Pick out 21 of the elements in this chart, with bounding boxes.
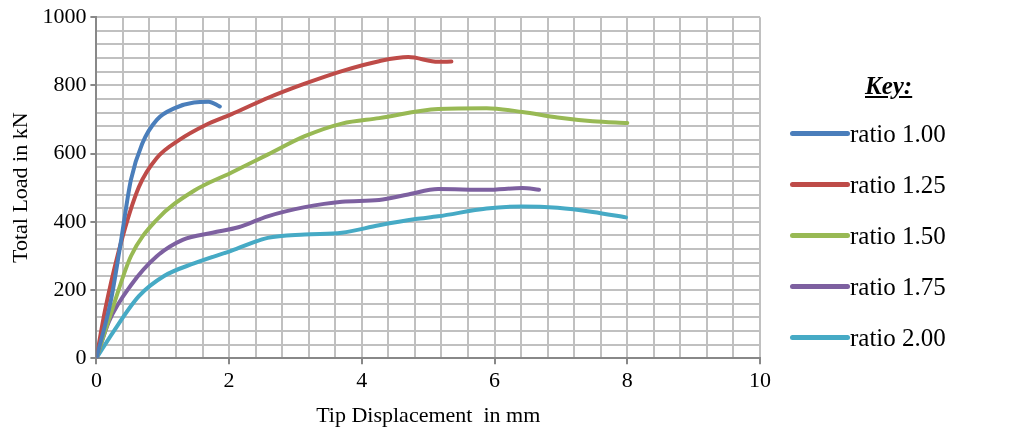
x-tick-label: 8 [621,367,633,393]
legend-label: ratio 1.75 [850,272,946,301]
x-tick-label: 4 [356,367,368,393]
y-tick-label: 200 [53,275,87,301]
legend-label: ratio 1.25 [850,170,946,199]
x-tick-label: 2 [223,367,235,393]
line-series [96,204,628,359]
x-tick-label: 6 [489,367,501,393]
legend-title: Key: [865,72,914,100]
y-tick-label: 1000 [42,2,87,28]
y-axis-title: Total Load in kN [6,112,32,263]
line-series [96,99,222,359]
y-tick-label: 800 [53,71,87,97]
legend-label: ratio 2.00 [850,323,946,352]
legend-label: ratio 1.50 [850,221,946,250]
x-tick-label: 10 [749,367,771,393]
y-tick-label: 400 [53,207,87,233]
y-tick-label: 600 [53,139,87,165]
legend-label: ratio 1.00 [850,119,946,148]
y-tick-label: 0 [75,343,87,369]
x-axis-title: Tip Displacement in mm [316,401,541,427]
